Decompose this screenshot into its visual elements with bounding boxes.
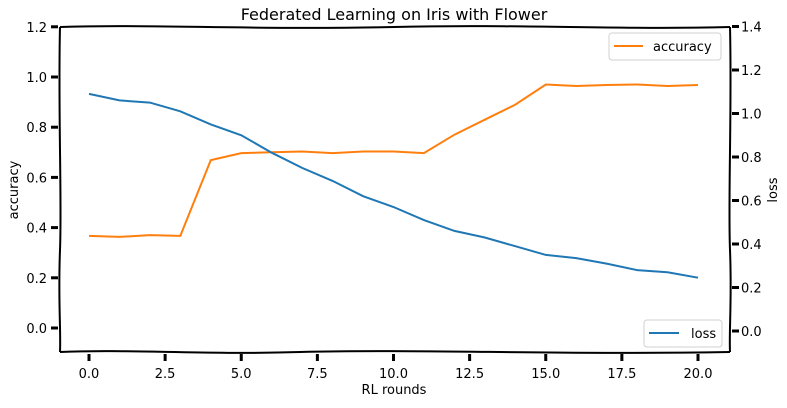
x-tick-label: 20.0 xyxy=(684,367,713,382)
left-y-tick-label: 0.6 xyxy=(26,171,47,186)
legend-accuracy: accuracy xyxy=(608,32,722,61)
right-y-tick-label: 0.8 xyxy=(741,151,762,166)
left-y-tick-label: 0.8 xyxy=(26,121,47,136)
x-tick-label: 10.0 xyxy=(379,367,408,382)
x-axis-label: RL rounds xyxy=(362,383,427,398)
right-y-tick-label: 0.0 xyxy=(741,325,762,340)
right-y-tick-label: 0.4 xyxy=(741,238,762,253)
right-y-tick-label: 0.2 xyxy=(741,282,762,297)
right-y-tick-label: 0.6 xyxy=(741,195,762,210)
left-y-tick-label: 0.4 xyxy=(26,222,47,237)
axes-frame-bottom xyxy=(59,350,731,354)
right-y-tick-label: 1.4 xyxy=(741,21,762,36)
loss-line xyxy=(88,92,699,279)
axes-frame-left xyxy=(58,26,62,353)
accuracy-line xyxy=(88,83,699,238)
right-y-axis-label: loss xyxy=(766,177,781,202)
legend-loss: loss xyxy=(643,319,723,348)
left-y-axis-ticks: 0.0 0.2 0.4 0.6 0.8 1.0 1.2 xyxy=(26,21,58,337)
left-y-tick-label: 0.0 xyxy=(26,322,47,337)
x-tick-label: 0.0 xyxy=(79,367,100,382)
x-tick-label: 5.0 xyxy=(231,367,252,382)
chart-title: Federated Learning on Iris with Flower xyxy=(241,5,548,24)
axes-frame-top xyxy=(59,25,731,29)
left-y-axis-label: accuracy xyxy=(7,160,22,219)
x-tick-label: 2.5 xyxy=(155,367,176,382)
x-tick-label: 15.0 xyxy=(531,367,560,382)
legend-accuracy-label: accuracy xyxy=(653,40,712,55)
legend-loss-label: loss xyxy=(691,327,716,342)
right-y-tick-label: 1.2 xyxy=(741,64,762,79)
left-y-tick-label: 1.2 xyxy=(26,21,47,36)
left-y-tick-label: 0.2 xyxy=(26,272,47,287)
x-tick-label: 17.5 xyxy=(607,367,636,382)
x-tick-label: 7.5 xyxy=(307,367,328,382)
right-y-tick-label: 1.0 xyxy=(741,108,762,123)
right-y-axis-ticks: 0.0 0.2 0.4 0.6 0.8 1.0 1.2 1.4 xyxy=(732,21,762,340)
left-y-tick-label: 1.0 xyxy=(26,71,47,86)
x-tick-label: 12.5 xyxy=(455,367,484,382)
x-axis-ticks: 0.0 2.5 5.0 7.5 10.0 12.5 15.0 17.5 20.0 xyxy=(79,354,713,382)
axes-frame-right xyxy=(728,26,732,353)
